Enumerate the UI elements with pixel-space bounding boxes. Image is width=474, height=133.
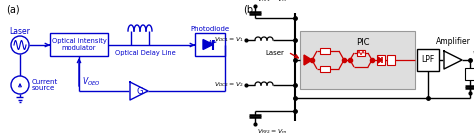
Text: Current
source: Current source [32,78,58,92]
Bar [195,33,225,56]
Text: $V_{OEO}$: $V_{OEO}$ [82,76,101,88]
Text: Amplifier: Amplifier [436,37,470,46]
Text: Optical Delay Line: Optical Delay Line [115,50,175,56]
Polygon shape [378,57,382,63]
Bar [417,49,439,71]
Text: $V_{RF1}=V_m$: $V_{RF1}=V_m$ [257,0,288,4]
Text: (b): (b) [243,4,257,14]
Text: Laser: Laser [265,50,284,56]
Text: $V_{DC2}=V_2$: $V_{DC2}=V_2$ [214,81,244,90]
Bar [320,48,330,54]
Text: $V_{RF2}=V_m$: $V_{RF2}=V_m$ [257,127,288,133]
Polygon shape [444,51,462,69]
Bar [320,66,330,72]
Text: Photodiode: Photodiode [191,26,229,32]
Bar [377,55,385,65]
Text: LPF: LPF [421,55,435,65]
Bar [357,50,365,56]
Polygon shape [304,55,312,65]
Text: DC: DC [473,95,474,101]
Text: PIC: PIC [356,38,370,47]
Bar [387,55,395,65]
Text: Laser: Laser [9,26,30,36]
Text: (a): (a) [6,4,19,14]
Polygon shape [203,40,213,49]
Circle shape [11,76,29,94]
Text: G: G [137,86,143,95]
Text: $V_{DC1}=V_1$: $V_{DC1}=V_1$ [214,36,244,44]
Text: $V_o$: $V_o$ [472,50,474,62]
Polygon shape [130,82,148,100]
Bar [50,33,108,56]
Text: Optical intensity
modulator: Optical intensity modulator [52,38,106,51]
Circle shape [11,36,29,54]
Bar [300,31,415,89]
Bar [465,68,474,80]
